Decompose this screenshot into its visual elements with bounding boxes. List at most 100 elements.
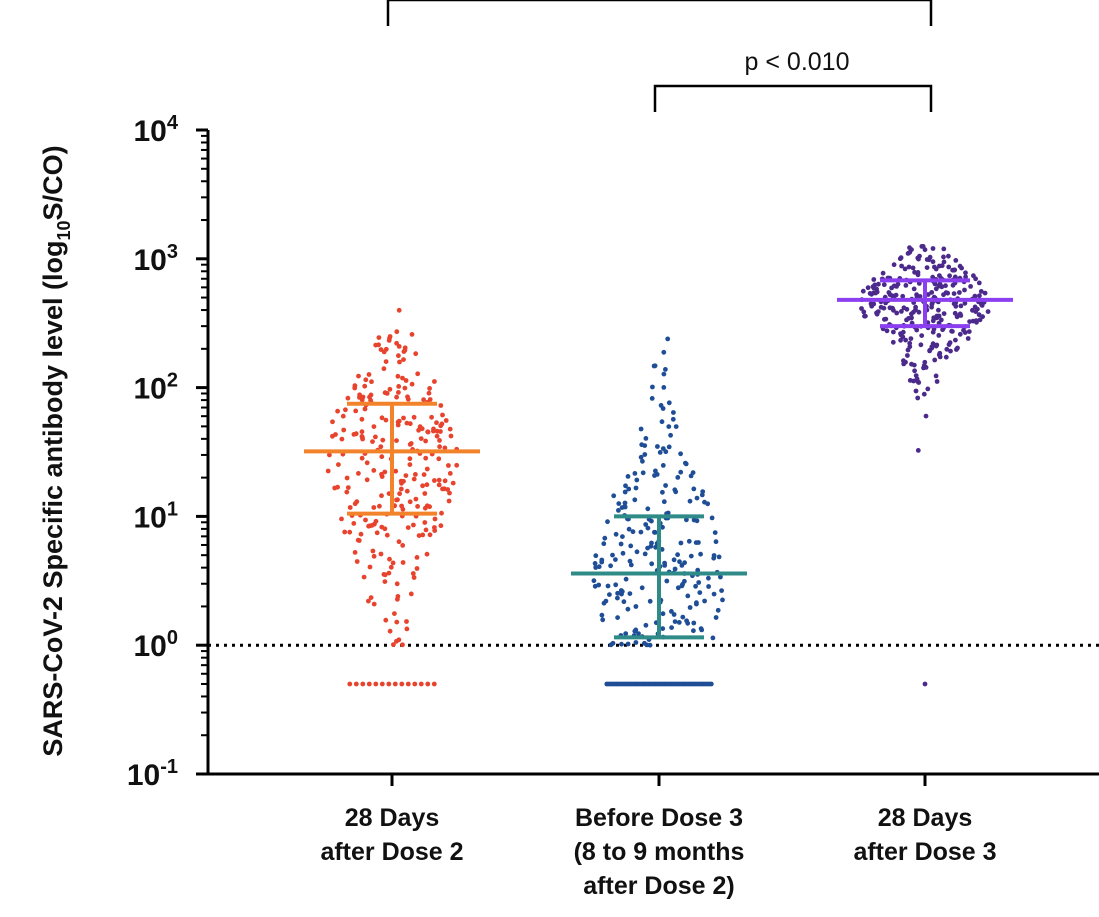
data-point	[675, 585, 681, 591]
data-point	[390, 560, 396, 566]
data-point	[399, 503, 404, 509]
data-point	[901, 305, 907, 311]
data-point	[413, 351, 419, 357]
data-point	[633, 640, 639, 645]
data-point	[660, 524, 665, 530]
data-point	[911, 378, 916, 384]
data-point	[325, 468, 331, 474]
y-tick-exponent: 2	[167, 370, 178, 392]
data-point	[706, 584, 711, 589]
data-point-below-detection	[405, 681, 411, 687]
data-point	[953, 303, 959, 309]
data-point-below-detection	[347, 681, 353, 687]
x-axis-labels: 28 Days after Dose 2 Before Dose 3 (8 to 9 …	[320, 804, 996, 900]
data-point	[605, 583, 611, 589]
data-point	[359, 416, 365, 422]
data-point	[691, 486, 697, 492]
data-point	[943, 290, 949, 295]
data-point	[442, 445, 448, 451]
data-point	[672, 566, 678, 572]
x-category-label: 28 Days	[878, 804, 973, 832]
data-point	[684, 517, 689, 523]
data-point	[649, 518, 654, 524]
data-point	[643, 436, 649, 441]
data-point	[434, 433, 440, 439]
data-point	[394, 438, 399, 443]
data-point-below-detection	[392, 681, 398, 687]
data-point	[918, 342, 924, 348]
data-point	[639, 585, 645, 591]
x-category-label: (8 to 9 months	[574, 838, 745, 866]
data-point	[871, 290, 876, 296]
data-point	[610, 640, 616, 646]
data-point	[625, 474, 631, 479]
data-point	[901, 361, 907, 367]
data-point	[404, 488, 410, 494]
data-point	[611, 493, 617, 499]
data-point	[397, 359, 402, 365]
data-point	[699, 627, 705, 633]
data-point	[638, 426, 644, 432]
data-point	[352, 385, 358, 391]
data-point	[427, 386, 432, 391]
data-point	[699, 492, 705, 498]
data-point	[354, 499, 360, 505]
data-point	[915, 255, 921, 261]
data-point	[414, 555, 420, 560]
data-point	[613, 582, 619, 588]
data-point-below-detection	[373, 681, 379, 687]
data-point	[434, 420, 439, 426]
data-point	[615, 590, 620, 596]
data-point	[357, 392, 362, 398]
data-point	[332, 485, 338, 491]
data-point	[683, 461, 689, 467]
data-point	[394, 394, 399, 400]
data-point	[622, 489, 628, 495]
data-point	[871, 277, 877, 282]
data-point	[440, 486, 445, 492]
data-point	[384, 532, 390, 538]
data-point	[673, 424, 679, 429]
data-point	[915, 272, 921, 278]
data-point	[447, 490, 452, 496]
data-point	[396, 637, 402, 643]
data-point	[619, 589, 625, 594]
data-point	[919, 244, 925, 249]
data-point	[660, 626, 666, 631]
data-point	[356, 373, 361, 379]
data-point	[395, 373, 401, 379]
data-point	[954, 347, 959, 352]
data-point	[364, 460, 370, 466]
data-point	[871, 285, 877, 291]
y-axis-label-group: SARS-CoV-2 Specific antibody level (log1…	[38, 145, 74, 756]
data-point	[952, 267, 958, 273]
data-point	[941, 311, 947, 316]
data-point	[397, 491, 402, 497]
data-point	[634, 477, 640, 483]
data-point-below-detection	[379, 681, 385, 687]
data-point	[943, 283, 948, 289]
data-point	[396, 353, 401, 359]
data-point	[416, 427, 421, 433]
data-point-below-detection	[399, 681, 405, 687]
data-point	[891, 329, 896, 335]
data-point	[710, 635, 716, 641]
data-point	[671, 410, 676, 415]
data-point	[380, 437, 386, 443]
y-tick-label: 102	[134, 370, 179, 406]
data-point	[891, 307, 896, 313]
data-point	[454, 462, 460, 468]
comparison-brackets: p < 0.010	[386, 0, 933, 112]
y-tick-label: 104	[134, 112, 179, 148]
data-point	[362, 383, 368, 389]
data-point	[387, 386, 393, 392]
data-point	[447, 426, 453, 432]
data-point	[616, 501, 622, 506]
data-point	[941, 254, 946, 260]
data-point	[919, 333, 925, 338]
data-point	[387, 334, 393, 339]
data-point	[370, 548, 376, 554]
data-point	[676, 620, 682, 625]
data-point	[887, 292, 893, 298]
